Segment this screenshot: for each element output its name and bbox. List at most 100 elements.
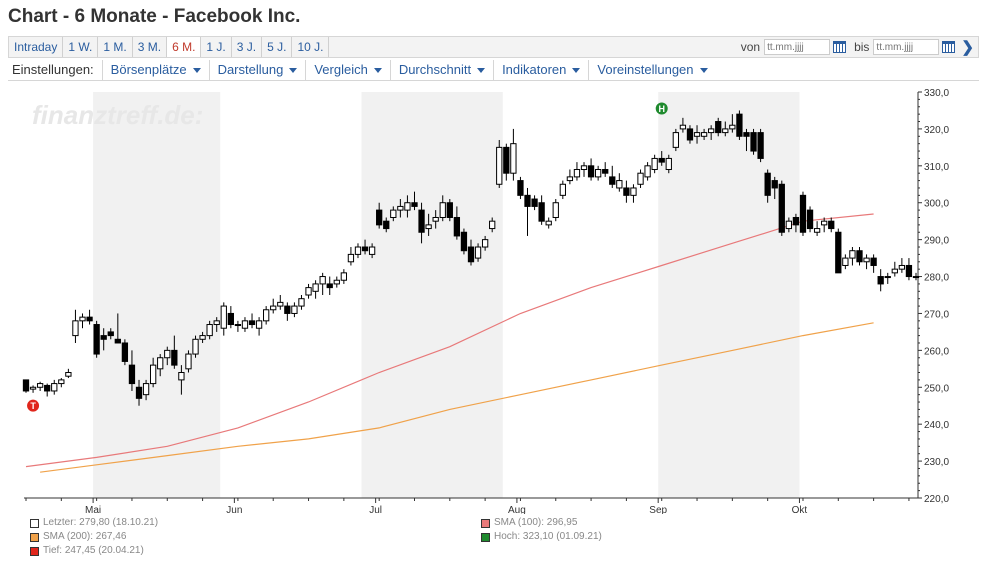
candle-body [248,320,256,326]
candle-body [291,305,298,314]
candle-body [912,276,920,279]
month-band [93,92,221,498]
candle-body [142,383,150,396]
candle-body [637,172,644,185]
candle-body [693,132,701,137]
tab-4[interactable]: 6 M. [167,37,202,57]
candle-body [241,320,249,329]
candle-body [828,220,835,230]
candle-body [799,194,807,233]
candle-body [44,384,51,392]
legend-high: Hoch: 323,10 (01.09.21) [481,530,602,544]
settings-menu-2[interactable]: Vergleich [305,59,389,80]
x-tick-label: Aug [508,505,526,514]
candle-body [312,283,319,292]
y-tick-label: 290,0 [924,236,949,247]
chevron-right-icon[interactable]: ❯ [961,39,974,56]
candle-body [390,209,397,218]
legend-sma200: SMA (200): 267,46 [30,530,158,544]
candle-body [234,324,242,327]
candle-body [736,113,743,137]
candle-body [821,220,828,226]
to-date-input[interactable] [873,39,940,55]
period-tabs: Intraday 1 W. 1 M. 3 M. 6 M. 1 J. 3 J. 5 J. 10 J… [9,37,330,57]
y-tick-label: 280,0 [924,273,949,284]
candle-body [644,165,651,178]
candle-body [404,202,411,211]
candle-body [432,216,439,222]
candle-body [333,279,340,285]
settings-menu-4[interactable]: Indikatoren [493,59,588,80]
settings-bar: Einstellungen: Börsenplätze Darstellung Ve… [8,59,979,81]
candle-body [220,305,227,329]
candle-body [376,209,383,226]
candle-body [149,364,157,385]
legend-low: Tief: 247,45 (20.04.21) [30,544,158,558]
from-calendar-icon[interactable] [833,41,847,53]
tab-1[interactable]: 1 W. [63,37,99,57]
candle-body [771,180,778,189]
candle-body [856,250,863,263]
candle-body [587,165,595,178]
candle-body [531,198,538,207]
candle-body [277,301,284,307]
candle-body [453,216,461,237]
tab-3[interactable]: 3 M. [133,37,168,57]
candle-body [884,276,891,279]
candle-body [750,132,757,152]
y-tick-label: 250,0 [924,383,949,394]
candle-body [128,364,136,385]
settings-menu-3[interactable]: Durchschnitt [389,59,493,80]
y-tick-label: 220,0 [924,494,949,505]
candle-body [630,187,637,196]
candle-body [255,320,263,329]
candle-body [107,331,114,337]
legend-sma100-text: SMA (100): 296,95 [494,517,578,528]
candle-body [164,349,171,359]
candle-body [36,383,44,388]
x-tick-label: Jun [226,505,242,514]
candle-body [93,324,100,355]
candle-body [785,220,793,230]
y-tick-label: 310,0 [924,162,949,173]
chevron-down-icon [373,67,382,73]
legend-left: Letzter: 279,80 (18.10.21) SMA (200): 26… [30,516,158,558]
candle-body [121,342,129,362]
candle-body [573,169,581,178]
candle-body [397,205,404,211]
candle-body [114,338,121,344]
candle-body [602,169,609,174]
candle-body [658,157,665,163]
tab-8[interactable]: 10 J. [292,37,330,57]
sma200-line [40,322,874,473]
candle-body [503,146,510,174]
tab-2[interactable]: 1 M. [98,37,133,57]
candle-body [686,128,694,141]
settings-menu-label: Voreinstellungen [597,61,694,77]
legend-right: SMA (100): 296,95 Hoch: 323,10 (01.09.21… [481,516,602,544]
candle-body [764,172,771,196]
tab-0[interactable]: Intraday [9,37,64,57]
settings-menu-0[interactable]: Börsenplätze [101,59,209,80]
tab-5[interactable]: 1 J. [201,37,232,57]
candle-body [446,202,453,218]
candle-body [171,349,178,366]
chevron-down-icon [289,67,298,73]
settings-menu-5[interactable]: Voreinstellungen [588,59,715,80]
chevron-down-icon [572,67,581,73]
to-calendar-icon[interactable] [942,41,956,53]
legend-sma200-text: SMA (200): 267,46 [43,531,127,542]
candle-body [354,246,362,255]
from-date-input[interactable] [764,39,831,55]
tab-6[interactable]: 3 J. [232,37,263,57]
settings-menu-1[interactable]: Darstellung [208,59,306,80]
tab-7[interactable]: 5 J. [262,37,293,57]
candle-body [708,128,715,134]
legend-sma100-swatch [481,518,490,528]
low-marker-label: T [30,401,36,411]
y-tick-label: 270,0 [924,309,949,320]
candle-body [757,132,764,159]
candle-body [368,246,376,255]
candle-body [347,253,355,263]
candle-body [609,176,616,185]
